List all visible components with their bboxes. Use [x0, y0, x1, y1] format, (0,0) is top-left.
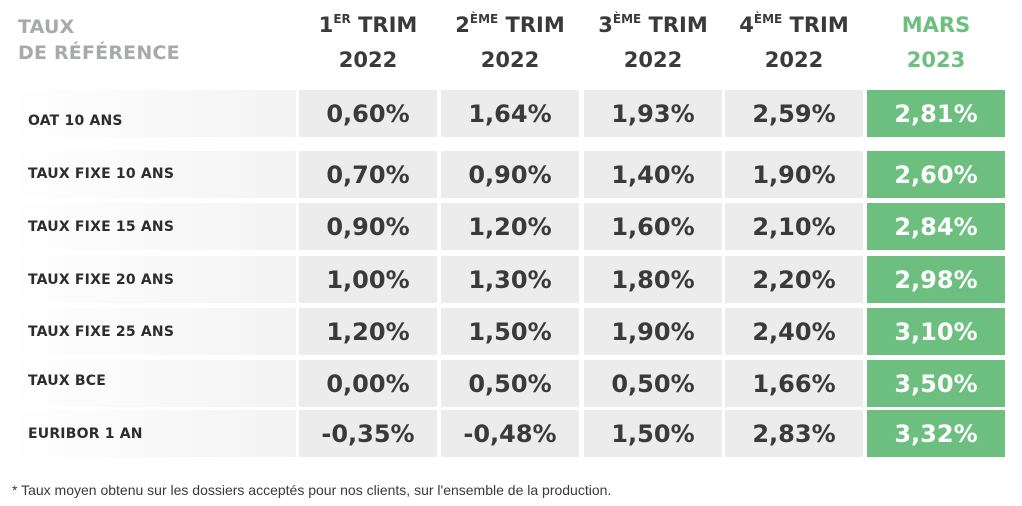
rate-cell: 2,40% [725, 308, 863, 355]
rate-cell: 2,83% [725, 410, 863, 457]
rate-cell: 1,50% [584, 410, 722, 457]
rate-cell: 0,90% [441, 151, 579, 198]
column-header-q4-2022: 4ÈME TRIM 2022 [725, 8, 863, 78]
rate-cell: 0,60% [299, 90, 437, 137]
row-label: EURIBOR 1 AN [28, 426, 143, 442]
rate-cell: 1,50% [441, 308, 579, 355]
column-header-march-2023: MARS 2023 [867, 8, 1005, 78]
rate-cell: 1,40% [584, 151, 722, 198]
column-header-q4-num: 4 [739, 13, 754, 37]
rate-cell: 0,70% [299, 151, 437, 198]
column-header-q4-word: TRIM [789, 13, 849, 37]
column-header-q4-year: 2022 [764, 48, 824, 72]
rate-cell: -0,35% [299, 410, 437, 457]
row-label: TAUX BCE [28, 373, 107, 389]
column-header-q1-2022: 1ER TRIM 2022 [299, 8, 437, 78]
footnote: * Taux moyen obtenu sur les dossiers acc… [12, 482, 612, 498]
rate-cell: 0,50% [441, 360, 579, 407]
rate-cell: 2,20% [725, 256, 863, 303]
row-label: TAUX FIXE 15 ANS [28, 219, 175, 235]
column-header-q4-period: 4ÈME TRIM [725, 8, 863, 43]
table-row: TAUX FIXE 15 ANS [10, 203, 296, 250]
rate-cell-highlight: 2,98% [867, 256, 1005, 303]
column-header-q2-year: 2022 [480, 48, 540, 72]
row-label: OAT 10 ANS [28, 113, 123, 129]
table-row: OAT 10 ANS [10, 90, 296, 137]
rate-cell: 1,90% [725, 151, 863, 198]
rate-cell: 0,00% [299, 360, 437, 407]
rate-cell-highlight: 2,60% [867, 151, 1005, 198]
rate-cell-highlight: 2,81% [867, 90, 1005, 137]
column-header-q2-period: 2ÈME TRIM [441, 8, 579, 43]
rate-cell: 1,20% [441, 203, 579, 250]
rate-cell: 0,50% [584, 360, 722, 407]
column-header-q1-year: 2022 [338, 48, 398, 72]
table-row: EURIBOR 1 AN [10, 410, 296, 457]
column-header-q3-word: TRIM [648, 13, 708, 37]
rate-cell-highlight: 3,32% [867, 410, 1005, 457]
row-label: TAUX FIXE 10 ANS [28, 166, 175, 182]
column-header-q1-period: 1ER TRIM [299, 8, 437, 43]
table-row: TAUX BCE [10, 360, 296, 407]
reference-rate-header: TAUX DE RÉFÉRENCE [18, 14, 180, 66]
column-header-march-year: 2023 [906, 48, 966, 72]
table-row: TAUX FIXE 10 ANS [10, 151, 296, 198]
column-header-q3-num: 3 [598, 13, 613, 37]
column-header-q1-word: TRIM [358, 13, 418, 37]
rate-cell: 1,64% [441, 90, 579, 137]
rate-cell: 1,60% [584, 203, 722, 250]
rate-cell: 1,00% [299, 256, 437, 303]
column-header-march-label: MARS [901, 13, 971, 37]
rate-cell: 0,90% [299, 203, 437, 250]
column-header-q3-2022: 3ÈME TRIM 2022 [584, 8, 722, 78]
rate-cell-highlight: 2,84% [867, 203, 1005, 250]
column-header-q3-year: 2022 [623, 48, 683, 72]
rate-cell-highlight: 3,50% [867, 360, 1005, 407]
column-header-q1-sup: ER [333, 12, 351, 26]
column-header-q2-word: TRIM [505, 13, 565, 37]
rate-cell: -0,48% [441, 410, 579, 457]
rate-cell: 2,10% [725, 203, 863, 250]
rate-cell: 1,30% [441, 256, 579, 303]
column-header-q4-sup: ÈME [753, 12, 783, 26]
rate-cell: 1,20% [299, 308, 437, 355]
table-row: TAUX FIXE 20 ANS [10, 256, 296, 303]
column-header-q2-2022: 2ÈME TRIM 2022 [441, 8, 579, 78]
table-row: TAUX FIXE 25 ANS [10, 308, 296, 355]
row-label: TAUX FIXE 20 ANS [28, 272, 175, 288]
column-header-q2-sup: ÈME [469, 12, 499, 26]
rate-cell: 1,93% [584, 90, 722, 137]
column-header-q2-num: 2 [455, 13, 470, 37]
column-header-q3-period: 3ÈME TRIM [584, 8, 722, 43]
column-header-q1-num: 1 [318, 13, 334, 37]
reference-rate-header-line2: DE RÉFÉRENCE [18, 42, 180, 64]
column-header-q3-sup: ÈME [612, 12, 642, 26]
rate-cell: 2,59% [725, 90, 863, 137]
rate-cell: 1,90% [584, 308, 722, 355]
rate-cell: 1,80% [584, 256, 722, 303]
row-label: TAUX FIXE 25 ANS [28, 324, 175, 340]
rate-cell: 1,66% [725, 360, 863, 407]
rate-cell-highlight: 3,10% [867, 308, 1005, 355]
reference-rate-header-line1: TAUX [18, 16, 75, 38]
